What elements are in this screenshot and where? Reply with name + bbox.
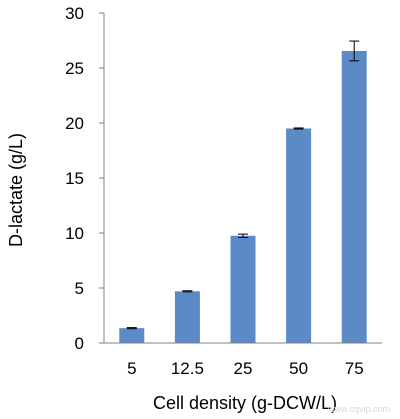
y-tick-label: 20 [65,114,84,133]
y-tick-label: 30 [65,4,84,23]
y-tick-label: 15 [65,169,84,188]
y-tick-labels: 0 5 10 15 20 25 30 [65,4,84,353]
bar [119,328,145,343]
y-axis-title: D-lactate (g/L) [6,133,26,247]
x-tick-label: 25 [234,359,253,378]
y-tick-marks [99,12,104,344]
y-tick-label: 5 [75,279,84,298]
x-tick-label: 75 [345,359,364,378]
bar [230,235,256,343]
x-tick-label: 50 [289,359,308,378]
y-tick-label: 10 [65,224,84,243]
y-tick-label: 0 [75,334,84,353]
bar [174,291,200,343]
bar [286,128,312,343]
y-tick-label: 25 [65,59,84,78]
bar [341,50,367,343]
error-bars [126,40,360,330]
x-tick-label: 5 [127,359,136,378]
bars [119,50,367,343]
x-axis-title: Cell density (g-DCW/L) [153,393,337,413]
x-tick-label: 12.5 [171,359,204,378]
watermark: www.cqvip.com [327,404,390,414]
x-tick-labels: 5 12.5 25 50 75 [127,359,364,378]
